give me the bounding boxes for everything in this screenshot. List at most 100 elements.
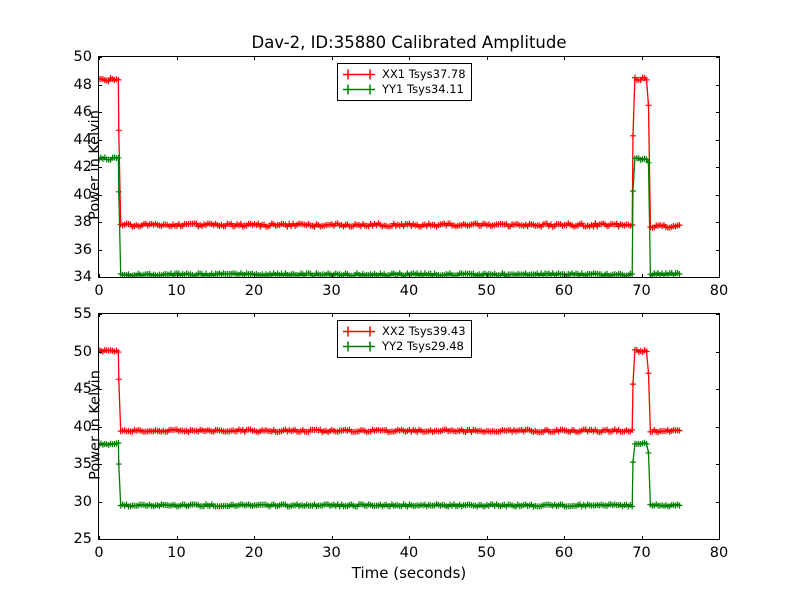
legend-item: YY1 Tsys34.11 [342, 82, 466, 97]
y-tick-right [716, 501, 720, 503]
x-tick-top [564, 313, 566, 317]
x-tick [409, 274, 411, 278]
y-tick [98, 249, 102, 251]
y-tick-label: 35 [73, 456, 92, 472]
y-tick-label: 36 [73, 241, 92, 258]
y-tick-right [716, 249, 720, 251]
legend-item: XX2 Tsys39.43 [342, 324, 466, 339]
x-tick-top [409, 56, 411, 60]
y-tick-label: 50 [73, 49, 92, 65]
x-tick-label: 60 [554, 545, 574, 561]
x-tick-top [641, 56, 643, 60]
y-tick-label: 48 [73, 76, 92, 93]
y-tick [98, 139, 102, 141]
y-tick-right [716, 139, 720, 141]
x-tick-label: 40 [399, 283, 419, 299]
chart-panel-bottom: Power in Kelvin 0 10 20 30 40 50 60 70 80 25 30 35 4… [74, 306, 729, 582]
y-tick-right [716, 464, 720, 466]
x-tick [409, 536, 411, 540]
legend-item: XX1 Tsys37.78 [342, 67, 466, 82]
x-tick-top [486, 313, 488, 317]
x-tick-top [486, 56, 488, 60]
x-tick [254, 274, 256, 278]
y-tick-label: 38 [73, 214, 92, 230]
x-tick-label: 0 [94, 545, 104, 561]
x-tick-label: 0 [94, 283, 104, 299]
x-tick-top [564, 56, 566, 60]
x-tick [331, 274, 333, 278]
legend-label: YY2 Tsys29.48 [382, 338, 464, 353]
x-tick-top [641, 313, 643, 317]
y-tick-label: 34 [73, 269, 92, 285]
x-tick-label: 60 [554, 283, 574, 299]
legend-top: XX1 Tsys37.78 YY1 Tsys34.11 [337, 63, 472, 101]
y-tick [98, 539, 102, 541]
plot-lines-top [99, 74, 683, 277]
y-tick [98, 57, 102, 59]
x-tick [719, 274, 721, 278]
x-tick-label: 20 [244, 545, 264, 561]
y-tick-label: 40 [73, 418, 92, 435]
x-tick [99, 536, 101, 540]
x-tick [719, 536, 721, 540]
page-title: Dav-2, ID:35880 Calibrated Amplitude [251, 33, 567, 52]
legend-bottom: XX2 Tsys39.43 YY2 Tsys29.48 [337, 320, 472, 358]
y-tick-label: 42 [73, 159, 92, 175]
x-tick-top [331, 56, 333, 60]
y-tick [98, 314, 102, 316]
y-tick-label: 50 [73, 343, 92, 360]
y-tick-right [716, 112, 720, 114]
y-tick-right [716, 167, 720, 169]
x-tick [99, 274, 101, 278]
x-tick [254, 536, 256, 540]
x-tick-label: 50 [477, 545, 496, 561]
legend-item: YY2 Tsys29.48 [342, 339, 466, 354]
y-tick-label: 30 [73, 493, 92, 510]
y-tick-right [716, 389, 720, 391]
y-tick [98, 464, 102, 466]
y-tick-right [716, 426, 720, 428]
x-tick-label: 80 [709, 283, 729, 299]
y-tick-label: 25 [73, 531, 92, 547]
x-tick-label: 20 [244, 283, 264, 299]
x-tick [564, 536, 566, 540]
x-tick-top [331, 313, 333, 317]
y-tick [98, 194, 102, 196]
legend-marker-yy1 [343, 84, 375, 95]
x-tick [176, 274, 178, 278]
y-tick [98, 389, 102, 391]
legend-label: XX2 Tsys39.43 [382, 323, 466, 338]
x-tick-top [409, 313, 411, 317]
y-tick-right [716, 314, 720, 316]
y-tick [98, 222, 102, 224]
x-tick [486, 536, 488, 540]
legend-label: XX1 Tsys37.78 [382, 66, 466, 81]
legend-marker-xx1 [343, 69, 375, 80]
x-tick [641, 274, 643, 278]
x-tick-label: 80 [709, 545, 729, 561]
y-tick [98, 426, 102, 428]
x-tick-top [176, 313, 178, 317]
y-tick [98, 84, 102, 86]
x-tick [486, 274, 488, 278]
y-tick-label: 46 [73, 104, 92, 120]
plot-lines-bottom [99, 346, 683, 510]
x-tick-label: 70 [632, 283, 651, 299]
chart-panel-top: Power in Kelvin 0 10 20 30 40 50 60 70 80 34 36 38 4… [74, 49, 729, 299]
y-tick-right [716, 351, 720, 353]
x-tick-top [254, 56, 256, 60]
x-tick-label: 30 [322, 545, 341, 561]
x-tick-top [254, 313, 256, 317]
x-tick [331, 536, 333, 540]
x-tick-label: 30 [322, 283, 341, 299]
y-tick-right [716, 539, 720, 541]
legend-marker-xx2 [343, 326, 375, 337]
x-tick [641, 536, 643, 540]
x-tick-label: 40 [399, 545, 419, 561]
y-tick [98, 112, 102, 114]
y-tick-right [716, 57, 720, 59]
y-tick [98, 167, 102, 169]
y-tick-right [716, 194, 720, 196]
y-tick-label: 55 [73, 306, 92, 322]
